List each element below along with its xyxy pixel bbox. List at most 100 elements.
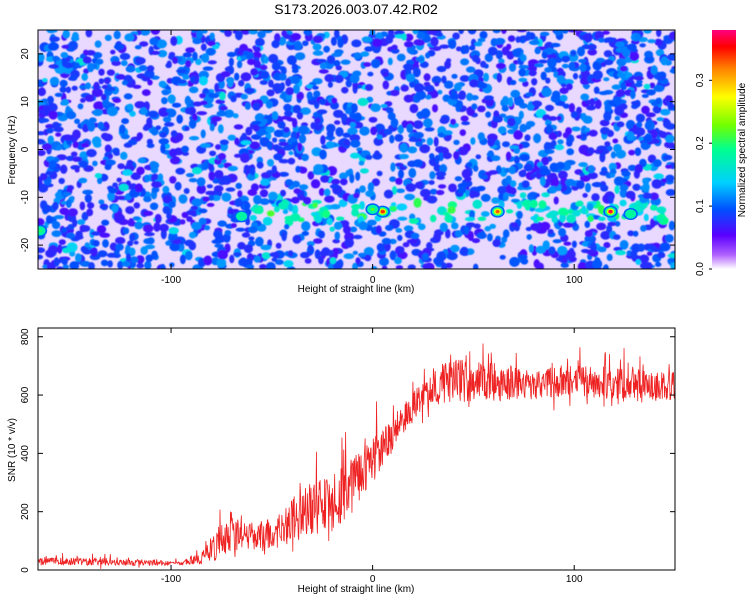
spectrogram-cell [46,30,56,34]
spectrogram-cell [104,164,112,171]
spectrogram-cell [166,108,174,114]
spectrogram-cell [38,52,45,62]
spectrogram-cell [665,189,675,196]
spectrogram-cell [553,71,559,78]
spectrogram-x-tick-label: -100 [161,275,181,286]
spectrogram-cell [243,164,250,173]
spectrogram-cell [191,198,203,207]
spectrogram-cell [381,265,388,269]
spectrogram-cell [175,167,186,175]
spectrogram-cell [144,232,155,237]
spectrogram-cell [587,48,597,56]
spectrogram-cells [38,30,675,269]
spectrogram-cell [227,78,234,88]
spectrogram-cell [102,99,110,107]
spectrogram-cell [566,214,576,224]
spectrogram-cell [295,165,301,173]
spectrogram-cell [487,137,495,147]
spectrogram-cell [534,47,541,55]
spectrogram-cell [208,171,215,181]
spectrogram-cell [201,53,210,63]
spectrogram-cell [97,177,103,185]
spectrogram-cell [584,230,593,237]
spectrogram-cell [69,261,80,269]
spectrogram-cell [541,156,550,166]
spectrogram-cell [359,126,370,136]
spectrogram-cell [411,232,420,239]
spectrogram-cell [125,206,135,215]
spectrogram-cell [559,87,569,94]
spectrogram-cell [68,40,78,50]
spectrogram-cell [115,243,124,251]
spectrogram-cell [200,143,211,148]
spectrogram-cell [507,35,516,42]
spectrogram-cell [483,72,489,82]
spectrogram-cell [536,216,545,221]
spectrogram-cell [225,187,236,192]
spectrogram-cell [403,94,414,103]
spectrogram-cell [428,180,435,185]
spectrogram-cell [333,60,341,67]
spectrogram-cell [397,124,404,134]
spectrogram-cell [174,181,182,191]
spectrogram-cell [390,202,397,208]
spectrogram-hotspot-core [608,210,613,214]
spectrogram-cell [38,254,44,260]
spectrogram-cell [84,194,92,203]
spectrogram-cell [47,95,54,105]
spectrogram-cell [553,196,559,205]
spectrogram-cell [519,192,527,199]
spectrogram-cell [585,182,591,193]
spectrogram-cell [385,35,394,44]
spectrogram-cell [72,156,83,162]
spectrogram-cell [412,159,424,168]
spectrogram-cell [284,110,293,117]
spectrogram-cell [250,168,256,176]
spectrogram-cell [61,99,69,106]
spectrogram-cell [416,31,426,40]
spectrogram-cell [518,68,526,77]
snr-x-tick-label: 100 [566,574,583,585]
spectrogram-cell [518,170,527,178]
spectrogram-cell [67,208,78,217]
spectrogram-cell [72,218,78,228]
spectrogram-cell [85,30,93,38]
snr-y-tick-label: 400 [20,445,31,462]
spectrogram-cell [249,141,261,150]
spectrogram-cell [625,82,632,87]
spectrogram-cell [521,199,533,208]
spectrogram-cell [108,187,118,194]
spectrogram-cell [641,94,649,98]
spectrogram-cell [499,254,506,260]
spectrogram-cell [540,168,551,176]
spectrogram-cell [186,216,193,222]
spectrogram-cell [207,41,216,46]
spectrogram-cell [169,262,175,268]
spectrogram-cell [312,50,324,56]
spectrogram-cell [566,148,575,156]
spectrogram-cell [395,188,405,194]
spectrogram-cell [501,105,509,112]
spectrogram-cell [364,254,372,262]
spectrogram-cell [535,245,546,254]
spectrogram-cell [291,68,299,74]
spectrogram-cell [584,220,591,228]
spectrogram-cell [345,79,352,88]
spectrogram-cell [570,110,578,119]
spectrogram-cell [46,262,56,269]
spectrogram-cell [310,179,321,189]
spectrogram-cell [472,54,480,63]
spectrogram-cell [645,244,657,250]
spectrogram-cell [498,58,505,64]
spectrogram-cell [40,173,48,181]
spectrogram-cell [358,221,368,231]
spectrogram-cell [477,82,488,89]
spectrogram-cell [200,43,207,51]
spectrogram-cell [663,119,671,129]
spectrogram-cell [259,264,267,269]
spectrogram-cell [286,55,297,66]
snr-series [38,343,675,569]
spectrogram-cell [252,102,261,111]
spectrogram-cell [566,83,573,91]
spectrogram-cell [291,196,300,204]
